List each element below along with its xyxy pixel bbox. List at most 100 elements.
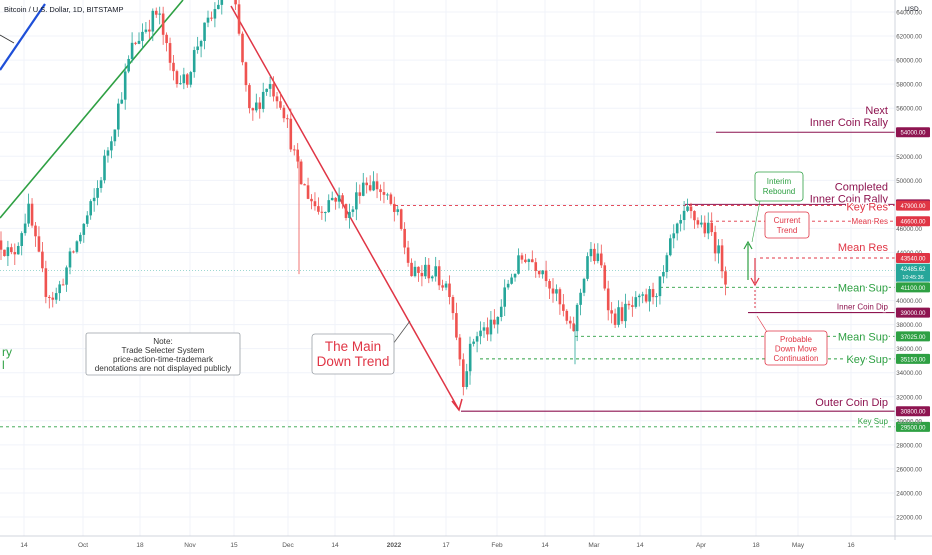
candle-body	[658, 276, 662, 297]
candle	[306, 177, 310, 200]
candle-body	[479, 330, 482, 337]
candle	[148, 19, 151, 39]
candle-body	[589, 248, 593, 257]
candle	[462, 353, 465, 396]
candle	[724, 266, 727, 296]
candle	[513, 273, 517, 282]
candle-body	[192, 50, 196, 73]
candle	[448, 275, 451, 305]
candle-body	[37, 236, 41, 252]
candle-body	[458, 337, 462, 360]
candle	[641, 291, 644, 304]
long-trend-line	[0, 3, 46, 71]
candle	[472, 338, 475, 347]
candle-body	[265, 88, 268, 92]
candle-body	[520, 255, 524, 260]
candle	[582, 277, 586, 297]
candle	[703, 215, 707, 238]
candle	[455, 302, 458, 341]
price-tag-mean-sup	[896, 282, 930, 293]
candle-body	[306, 185, 310, 199]
candle-body	[472, 341, 475, 344]
candle	[396, 205, 400, 216]
candle	[137, 32, 141, 45]
candle	[13, 243, 17, 265]
candle	[217, 0, 220, 10]
candle	[613, 308, 617, 329]
price-tag-text: 54000.00	[900, 131, 926, 137]
y-tick-label: 46000.00	[896, 226, 922, 233]
candle	[113, 129, 117, 147]
candle-body	[427, 264, 431, 279]
callout-frame	[311, 333, 395, 375]
candle-body	[165, 34, 168, 44]
x-tick-label: 14	[331, 542, 339, 549]
candle-body	[686, 206, 689, 211]
candle	[417, 266, 420, 282]
level-label-key-sup-lower: Key Sup	[858, 417, 889, 426]
level-label-next-inner-coin-rally: Inner Coin Rally	[810, 117, 889, 129]
x-tick-label: May	[792, 542, 805, 549]
x-tick-label: Mar	[588, 542, 600, 549]
x-tick-label: 2022	[387, 542, 402, 549]
price-tag-text: 29500.00	[900, 425, 926, 431]
candle	[596, 243, 600, 264]
x-tick-label: 17	[442, 542, 450, 549]
candle	[489, 310, 493, 342]
candle-body	[172, 62, 175, 72]
candle	[493, 309, 496, 329]
note-text: denotations are not displayed publicly	[95, 364, 232, 373]
candle	[541, 269, 544, 279]
level-label-completed-inner-coin-rally: Completed	[835, 181, 888, 193]
candle	[672, 224, 676, 249]
candle	[555, 284, 558, 302]
candle-body	[441, 285, 444, 288]
candle-body	[693, 211, 696, 221]
price-tag-mean-res	[896, 253, 930, 264]
price-tag-key-res	[896, 200, 930, 211]
candle-body	[555, 289, 558, 294]
candle-body	[558, 289, 562, 305]
candle-body	[182, 74, 186, 84]
candle	[20, 231, 23, 256]
candle-body	[123, 71, 127, 100]
candle	[506, 279, 510, 290]
y-tick-label: 36000.00	[896, 346, 922, 353]
candle-body	[341, 195, 344, 204]
callout-text: Interim	[767, 177, 792, 186]
candle	[686, 198, 689, 213]
candle-body	[648, 289, 651, 302]
level-label-mean-res: Mean Res	[838, 242, 889, 254]
candle-body	[434, 266, 437, 277]
candle	[165, 32, 168, 52]
candle	[141, 23, 144, 49]
y-tick-label: 24000.00	[896, 490, 922, 497]
candle	[482, 322, 486, 338]
candle	[213, 2, 217, 28]
candle	[410, 258, 413, 277]
candle-body	[568, 320, 572, 324]
candle	[327, 194, 331, 213]
candle-body	[517, 255, 520, 274]
candle-body	[75, 241, 79, 252]
price-tag-text: 39000.00	[900, 311, 926, 317]
candle-body	[68, 251, 72, 268]
candle-body	[41, 251, 44, 269]
time-axis[interactable]: 14 Oct 18 Nov 15 Dec 14 2022 17 Feb 14 Mar 14 Apr 18 Ma…	[20, 542, 855, 549]
candle	[337, 187, 341, 209]
price-tag-next-inner-coin-rally	[896, 127, 930, 138]
y-tick-label: 26000.00	[896, 466, 922, 473]
candle-body	[241, 33, 244, 63]
candle-body	[506, 283, 510, 288]
candle-body	[210, 17, 213, 19]
candle-body	[486, 327, 489, 335]
candle-body	[120, 99, 124, 104]
down-arrow-head	[750, 277, 760, 287]
candle-body	[396, 209, 400, 212]
candle	[531, 250, 534, 263]
callout-text: Continuation	[774, 354, 819, 363]
candle	[30, 198, 34, 228]
price-tag-mean-res-upper	[896, 216, 930, 227]
